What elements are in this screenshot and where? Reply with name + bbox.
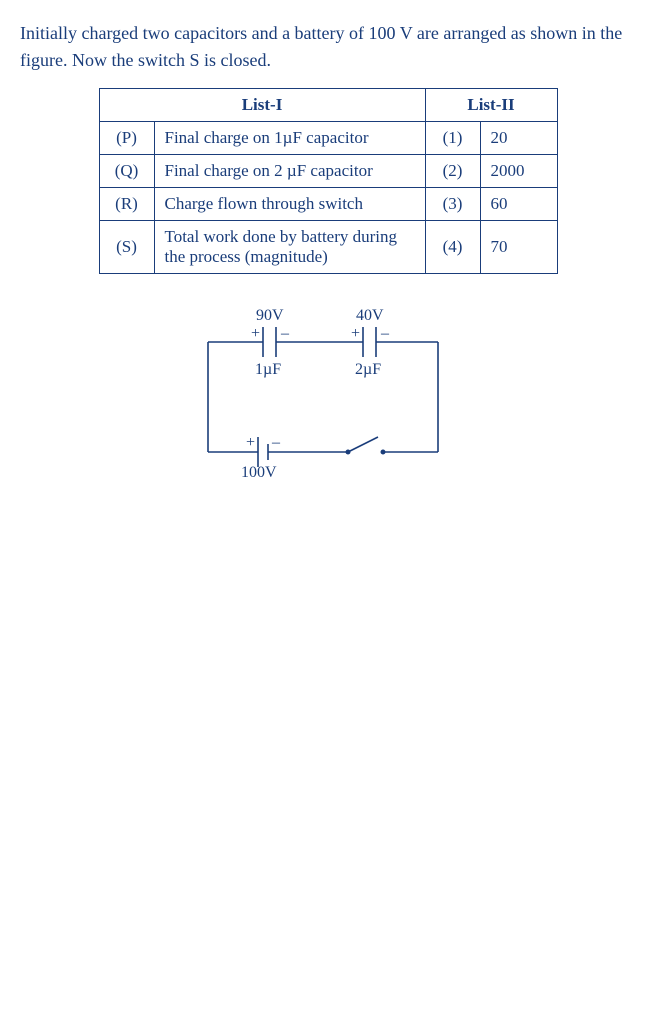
table-row: (P) Final charge on 1µF capacitor (1) 20 [99, 122, 557, 155]
cap2-value-label: 2µF [355, 361, 381, 378]
battery-plus: + [246, 434, 255, 451]
row-val: 70 [480, 221, 557, 274]
match-table: List-I List-II (P) Final charge on 1µF c… [99, 88, 558, 274]
intro-line1: Initially charged two capacitors and a b… [20, 23, 622, 70]
row-val: 60 [480, 188, 557, 221]
table-row: (R) Charge flown through switch (3) 60 [99, 188, 557, 221]
intro-text: Initially charged two capacitors and a b… [20, 20, 636, 74]
cap1-voltage-label: 90V [256, 307, 284, 324]
cap2-voltage-label: 40V [356, 307, 384, 324]
cap1-value-label: 1µF [255, 361, 281, 378]
row-num: (1) [425, 122, 480, 155]
row-key: (S) [99, 221, 154, 274]
cap2-plus: + [351, 325, 360, 342]
table-header-row: List-I List-II [99, 89, 557, 122]
cap2-minus: – [380, 325, 390, 342]
battery-minus: – [271, 434, 281, 451]
intro-line2: switch S is closed. [138, 50, 271, 70]
table-row: (Q) Final charge on 2 µF capacitor (2) 2… [99, 155, 557, 188]
row-val: 20 [480, 122, 557, 155]
battery-label: 100V [241, 464, 277, 481]
row-num: (3) [425, 188, 480, 221]
header-list2: List-II [425, 89, 557, 122]
row-desc: Charge flown through switch [154, 188, 425, 221]
cap1-plus: + [251, 325, 260, 342]
circuit-diagram: 90V 40V + – + – 1µF 2µF + – 100V [168, 292, 488, 502]
row-num: (2) [425, 155, 480, 188]
row-val: 2000 [480, 155, 557, 188]
cap1-minus: – [280, 325, 290, 342]
row-desc: Final charge on 2 µF capacitor [154, 155, 425, 188]
row-key: (P) [99, 122, 154, 155]
row-desc: Final charge on 1µF capacitor [154, 122, 425, 155]
row-num: (4) [425, 221, 480, 274]
row-key: (R) [99, 188, 154, 221]
row-key: (Q) [99, 155, 154, 188]
header-list1: List-I [99, 89, 425, 122]
table-row: (S) Total work done by battery during th… [99, 221, 557, 274]
row-desc: Total work done by battery during the pr… [154, 221, 425, 274]
